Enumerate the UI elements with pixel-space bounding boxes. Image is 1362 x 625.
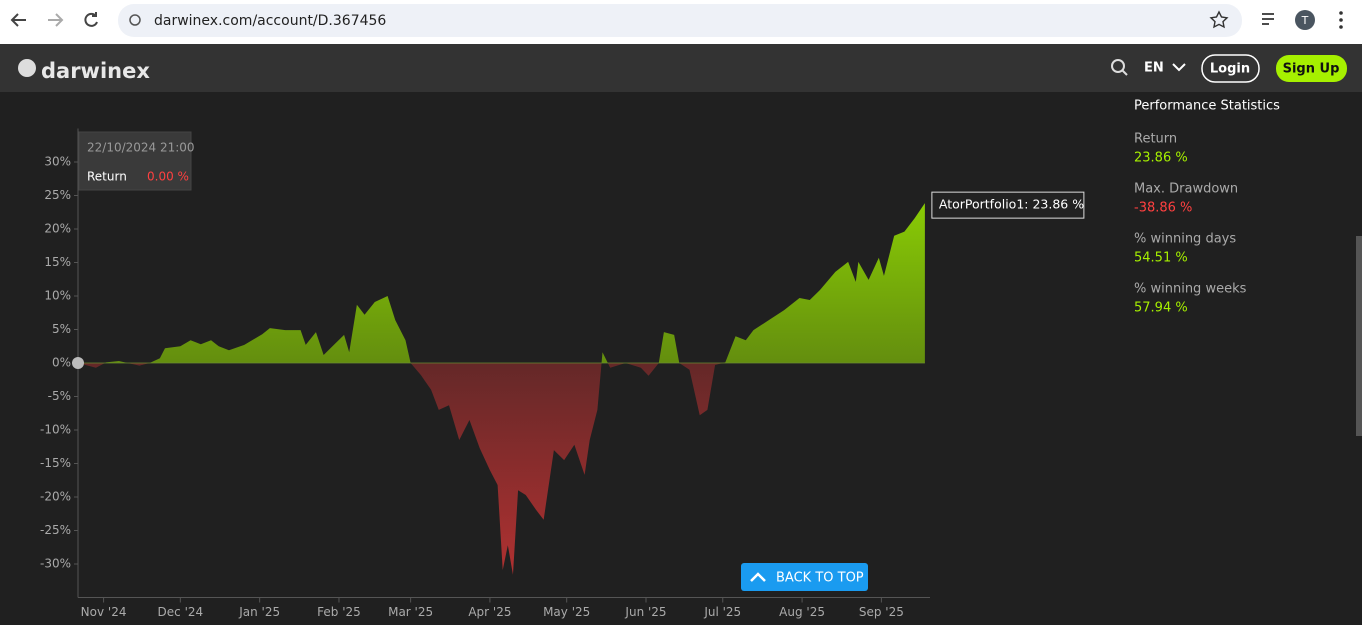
- bookmark[interactable]: [1209, 10, 1229, 29]
- x-tick-label: May '25: [543, 605, 590, 619]
- y-tick-label: -10%: [40, 423, 71, 437]
- x-tick-label: Nov '24: [81, 605, 127, 619]
- y-tick-label: 0%: [52, 356, 71, 370]
- x-tick-label: Jun '25: [624, 605, 666, 619]
- stat-label: % winning days: [1134, 232, 1236, 247]
- site-header: [0, 44, 1362, 92]
- back-to-top: BACK TO TOP: [776, 571, 864, 586]
- scrollbar[interactable]: [1356, 236, 1362, 436]
- y-tick-label: 20%: [44, 222, 71, 236]
- signup-button[interactable]: [1276, 55, 1347, 82]
- x-tick-label: Mar '25: [388, 605, 433, 619]
- y-tick-label: 15%: [44, 255, 71, 269]
- back[interactable]: [10, 13, 26, 27]
- return-area: [78, 203, 925, 575]
- media[interactable]: [1262, 13, 1274, 25]
- url-pill[interactable]: [118, 4, 1242, 37]
- stats-panel: Performance Statistics Return 23.86 % Max. …: [1134, 99, 1280, 316]
- y-tick-label: 10%: [44, 289, 71, 303]
- stat-value: -38.86 %: [1134, 201, 1192, 216]
- search[interactable]: [1111, 59, 1125, 73]
- language[interactable]: EN: [1144, 61, 1164, 76]
- y-tick-label: -25%: [40, 523, 71, 537]
- y-tick-label: 25%: [44, 188, 71, 202]
- tooltip-value: 0.00 %: [147, 170, 189, 184]
- x-tick-label: Aug '25: [779, 605, 825, 619]
- y-tick-label: -15%: [40, 456, 71, 470]
- logo[interactable]: darwinex: [41, 59, 150, 83]
- annotation-box: [931, 191, 1085, 219]
- tooltip-label: Return: [87, 170, 127, 184]
- forward[interactable]: [48, 13, 64, 27]
- x-tick-label: Feb '25: [317, 605, 361, 619]
- x-tick-label: Apr '25: [468, 605, 511, 619]
- profile-initial: T: [1301, 14, 1309, 27]
- menu[interactable]: [1339, 11, 1343, 29]
- profile[interactable]: [1295, 10, 1315, 30]
- language-caret[interactable]: [1172, 63, 1186, 72]
- stat-value: 23.86 %: [1134, 151, 1188, 166]
- y-tick-label: -30%: [40, 557, 71, 571]
- search-handle: [1121, 69, 1128, 76]
- x-tick-label: Sep '25: [859, 605, 904, 619]
- x-tick-label: Dec '24: [158, 605, 204, 619]
- stat-label: Max. Drawdown: [1134, 182, 1238, 197]
- tooltip-date: 22/10/2024 21:00: [87, 141, 195, 155]
- hover-marker: [72, 357, 84, 369]
- back-to-top-button[interactable]: [741, 563, 868, 591]
- chart: 30% 25% 20% 15% 10% 5% 0% -5% -10% -15% -20% -25% -3…: [40, 128, 1085, 619]
- logo-icon: [18, 59, 36, 77]
- login: Login: [1210, 62, 1250, 77]
- stat-label: % winning weeks: [1134, 282, 1247, 297]
- y-tick-label: 5%: [52, 322, 71, 336]
- nav-icons: [10, 12, 98, 27]
- reload[interactable]: [84, 12, 98, 27]
- signup: Sign Up: [1283, 62, 1340, 77]
- back-to-top-icon: [750, 572, 766, 582]
- annotation: AtorPortfolio1: 23.86 %: [939, 197, 1084, 212]
- y-tick-label: -20%: [40, 490, 71, 504]
- tooltip: [78, 131, 192, 191]
- y-tick-label: 30%: [44, 155, 71, 169]
- stat-value: 57.94 %: [1134, 301, 1188, 316]
- login-button[interactable]: [1201, 54, 1260, 83]
- y-tick-label: -5%: [48, 389, 71, 403]
- x-tick-label: Jul '25: [703, 605, 741, 619]
- url: darwinex.com/account/D.367456: [154, 13, 386, 29]
- stats-title: Performance Statistics: [1134, 99, 1280, 114]
- stat-label: Return: [1134, 132, 1177, 147]
- stat-value: 54.51 %: [1134, 251, 1188, 266]
- site-info[interactable]: [129, 14, 141, 26]
- x-tick-label: Jan '25: [238, 605, 280, 619]
